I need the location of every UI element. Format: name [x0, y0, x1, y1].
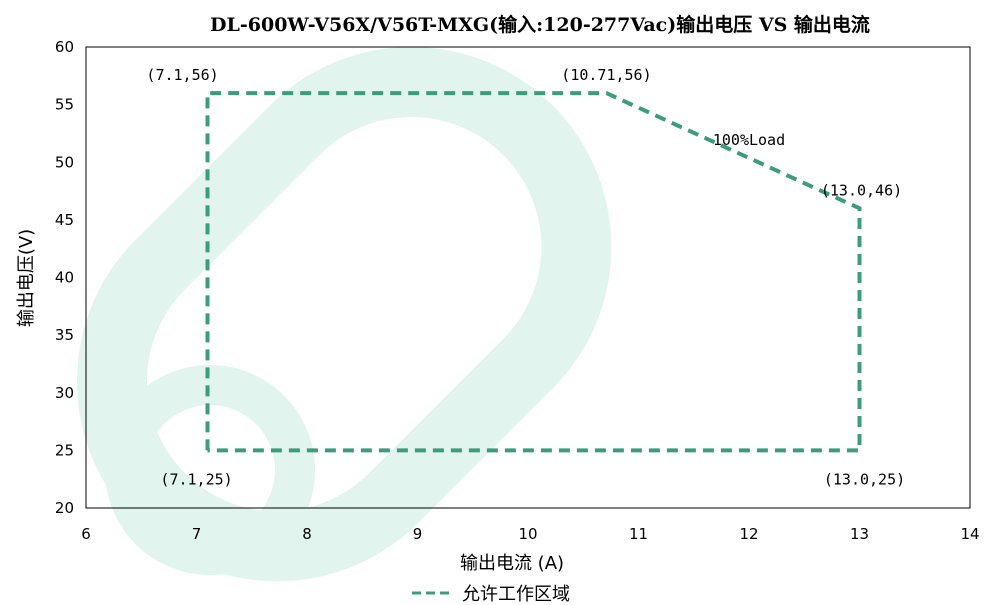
chart-title: DL-600W-V56X/V56T-MXG(输入:120-277Vac)输出电压…: [210, 13, 870, 36]
y-tick-label: 25: [55, 441, 74, 459]
x-tick-label: 13: [850, 525, 869, 543]
data-label: (13.0,46): [821, 181, 902, 199]
point-annotations: (7.1,56) (10.71,56) 100%Load (13.0,46) (7.1,…: [146, 66, 905, 488]
x-axis-ticks: 6 7 8 9 10 11 12 13 14: [81, 525, 979, 543]
watermark-logo: [76, 46, 612, 582]
x-tick-label: 11: [629, 525, 648, 543]
legend: 允许工作区域: [412, 584, 570, 605]
data-label: 100%Load: [713, 131, 785, 149]
x-tick-label: 8: [302, 525, 312, 543]
y-tick-label: 55: [55, 96, 74, 114]
y-tick-label: 30: [55, 384, 74, 402]
y-tick-label: 45: [55, 211, 74, 229]
x-tick-label: 7: [192, 525, 202, 543]
x-tick-label: 14: [960, 525, 979, 543]
y-axis-label: 输出电压(V): [16, 229, 37, 327]
series-allowed-operating-area: [205, 91, 862, 453]
plot-area-frame: [85, 46, 971, 509]
y-tick-label: 20: [55, 499, 74, 517]
y-tick-label: 50: [55, 153, 74, 171]
x-tick-label: 6: [81, 525, 91, 543]
y-tick-label: 60: [55, 38, 74, 56]
data-label: (13.0,25): [824, 470, 905, 488]
x-tick-label: 12: [739, 525, 758, 543]
data-label: (7.1,25): [160, 470, 232, 488]
legend-entry-allowed-area: 允许工作区域: [462, 584, 570, 605]
x-axis-label: 输出电流 (A): [460, 553, 564, 574]
x-tick-label: 10: [518, 525, 537, 543]
y-axis-ticks: 20 25 30 35 40 45 50 55 60: [55, 38, 74, 517]
data-label: (7.1,56): [146, 66, 218, 84]
x-tick-label: 9: [413, 525, 423, 543]
y-tick-label: 40: [55, 269, 74, 287]
data-label: (10.71,56): [561, 66, 651, 84]
y-tick-label: 35: [55, 326, 74, 344]
